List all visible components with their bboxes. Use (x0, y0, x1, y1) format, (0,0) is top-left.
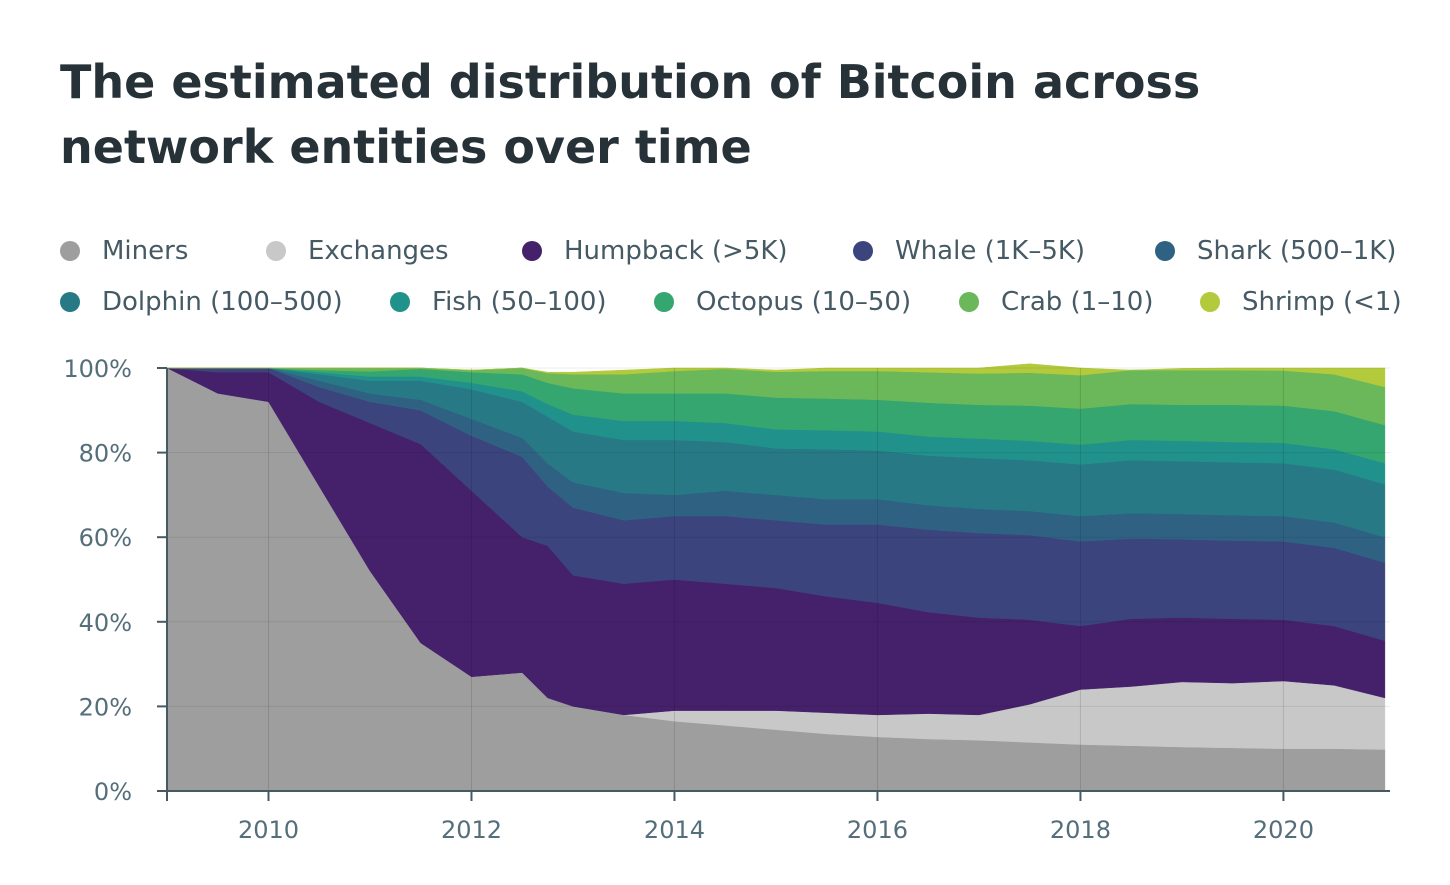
legend-item-shark[interactable]: Shark (500–1K) (1155, 236, 1396, 266)
legend-dolphin-marker-icon (60, 292, 80, 312)
legend-label: Miners (102, 236, 189, 266)
legend-item-exchanges[interactable]: Exchanges (266, 236, 449, 266)
y-tick-label: 40% (79, 609, 132, 637)
legend-label: Fish (50–100) (432, 287, 607, 317)
legend-item-octopus[interactable]: Octopus (10–50) (654, 287, 911, 317)
legend-exchanges-marker-icon (266, 241, 286, 261)
x-tick-label: 2018 (1050, 816, 1111, 844)
y-tick-label: 100% (63, 355, 132, 383)
legend-item-crab[interactable]: Crab (1–10) (959, 287, 1153, 317)
legend-miners-marker-icon (60, 241, 80, 261)
chart-title: The estimated distribution of Bitcoin ac… (60, 55, 1201, 174)
legend-whale-marker-icon (853, 241, 873, 261)
legend-item-humpback[interactable]: Humpback (>5K) (522, 236, 788, 266)
legend-label: Dolphin (100–500) (102, 287, 343, 317)
y-tick-label: 20% (79, 693, 132, 721)
y-tick-label: 60% (79, 524, 132, 552)
legend-label: Humpback (>5K) (564, 236, 788, 266)
legend-item-fish[interactable]: Fish (50–100) (390, 287, 607, 317)
legend-crab-marker-icon (959, 292, 979, 312)
legend-label: Crab (1–10) (1001, 287, 1154, 317)
y-tick-label: 0% (94, 778, 132, 806)
legend-octopus-marker-icon (654, 292, 674, 312)
plot-areas (166, 363, 1386, 792)
legend-label: Exchanges (308, 236, 449, 266)
legend-shark-marker-icon (1155, 241, 1175, 261)
legend-item-shrimp[interactable]: Shrimp (<1) (1200, 287, 1402, 317)
stacked-area-chart: 0% 20% 40% 60% 80% 100% 2010 2012 2014 2016 2018 20… (63, 355, 1390, 844)
x-tick-label: 2014 (644, 816, 705, 844)
legend-humpback-marker-icon (522, 241, 542, 261)
area-shrimp (167, 363, 1386, 388)
x-tick-label: 2010 (238, 816, 299, 844)
legend-shrimp-marker-icon (1200, 292, 1220, 312)
x-tick-label: 2020 (1253, 816, 1314, 844)
legend-item-whale[interactable]: Whale (1K–5K) (853, 236, 1085, 266)
legend-label: Shark (500–1K) (1197, 236, 1397, 266)
legend-item-miners[interactable]: Miners (60, 236, 188, 266)
y-tick-label: 80% (79, 440, 132, 468)
legend-label: Whale (1K–5K) (895, 236, 1086, 266)
x-tick-label: 2016 (847, 816, 908, 844)
legend-label: Octopus (10–50) (696, 287, 912, 317)
legend-label: Shrimp (<1) (1242, 287, 1402, 317)
legend-fish-marker-icon (390, 292, 410, 312)
axes: 0% 20% 40% 60% 80% 100% 2010 2012 2014 2016 2018 20… (63, 355, 1390, 844)
gridlines (167, 367, 1390, 791)
x-tick-label: 2012 (441, 816, 502, 844)
legend-item-dolphin[interactable]: Dolphin (100–500) (60, 287, 343, 317)
